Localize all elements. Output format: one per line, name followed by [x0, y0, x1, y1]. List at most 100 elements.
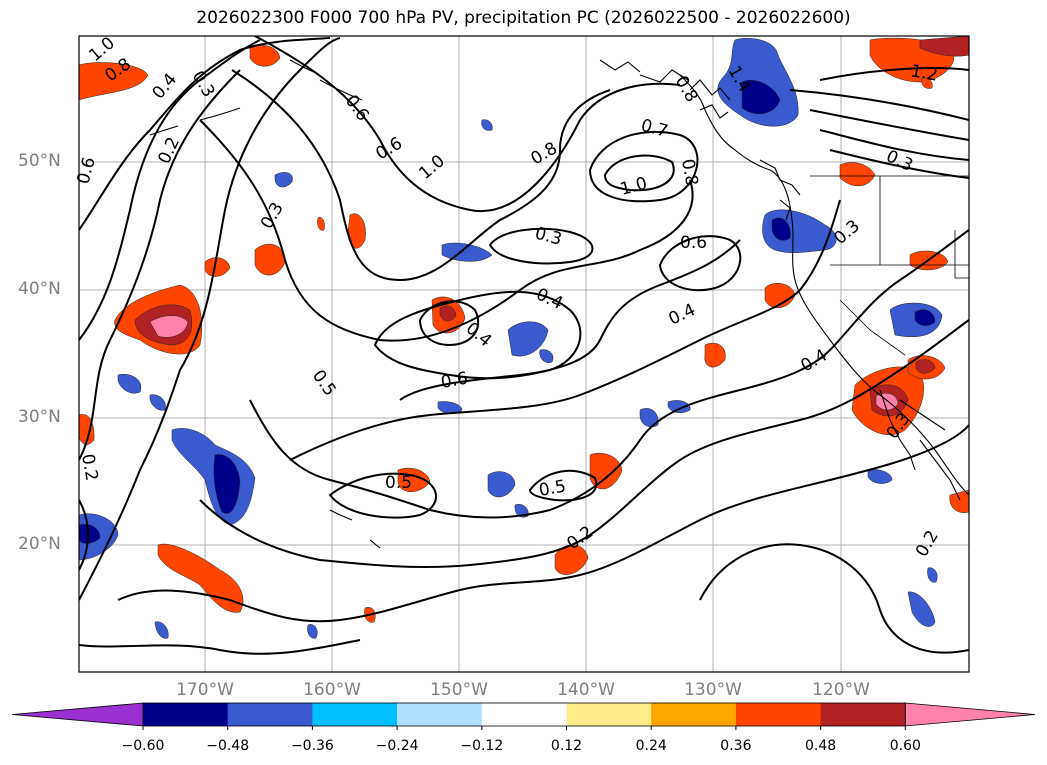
- precip-negative-area: [927, 567, 938, 583]
- colorbar-segment: [735, 703, 822, 726]
- precip-negative-area: [639, 408, 659, 428]
- borders: [810, 175, 969, 356]
- contour-label: 0.4: [533, 284, 566, 314]
- latitude-label: 20°N: [18, 534, 61, 554]
- colorbar-extend-high: [904, 702, 1036, 727]
- precip-negative-area: [307, 624, 318, 639]
- contour-label: 0.3: [533, 224, 564, 250]
- precip-negative-area: [867, 469, 893, 484]
- precip-positive-area: [249, 45, 281, 67]
- precip-positive-area: [704, 342, 726, 368]
- colorbar-tick-label: 0.60: [889, 738, 921, 754]
- precip-negative-area: [914, 309, 936, 326]
- contour-label: 1.2: [909, 61, 939, 85]
- precip-negative-area: [907, 591, 936, 627]
- precip-positive-area: [317, 217, 325, 231]
- contour-label: 0.7: [639, 116, 670, 142]
- contour-label: 0.3: [188, 68, 219, 101]
- precip-negative-area: [79, 524, 101, 544]
- longitude-label: 140°W: [557, 680, 615, 700]
- contour-label: 0.2: [77, 452, 101, 482]
- colorbar-tick-label: −0.24: [375, 738, 419, 754]
- precip-negative-area: [117, 374, 142, 394]
- precip-positive-area: [921, 77, 933, 89]
- longitude-label: 130°W: [684, 680, 742, 700]
- precip-positive-area: [204, 257, 231, 277]
- map-title: 2026022300 F000 700 hPa PV, precipitatio…: [196, 8, 851, 28]
- precip-positive-area: [79, 62, 149, 101]
- colorbar-tick-label: −0.36: [290, 738, 334, 754]
- contour-label: 1.0: [415, 151, 449, 184]
- contour-label: 0.4: [149, 70, 182, 104]
- pv-contours: [79, 36, 969, 655]
- colorbar-segment: [312, 703, 398, 726]
- precip-negative-area: [171, 428, 256, 526]
- precip-negative-area: [507, 321, 549, 357]
- contour-label: 0.5: [385, 473, 412, 493]
- precip-negative-area: [481, 119, 493, 131]
- colorbar-tick-label: −0.60: [121, 738, 165, 754]
- contour-label: 0.5: [308, 366, 340, 400]
- contour-label: 0.3: [257, 199, 288, 232]
- precip-positive-area: [915, 359, 936, 374]
- latitude-label: 40°N: [18, 279, 61, 299]
- contour-label: 0.2: [912, 527, 943, 560]
- contour-label: 0.6: [439, 369, 469, 393]
- colorbar-segment: [397, 703, 483, 726]
- precip-shading: [79, 36, 969, 639]
- contour-label: 0.8: [677, 157, 701, 187]
- contour-label: 0.6: [74, 155, 100, 186]
- precip-positive-area: [439, 305, 457, 322]
- coastlines: [149, 59, 969, 549]
- precip-positive-area: [589, 452, 623, 489]
- precip-positive-area: [149, 315, 189, 338]
- colorbar-outline: [142, 702, 906, 727]
- colorbar-tick-label: 0.12: [550, 738, 583, 754]
- precip-negative-area: [213, 454, 241, 514]
- colorbar-tick-label: 0.48: [805, 738, 837, 754]
- precip-negative-area: [154, 621, 169, 639]
- longitude-label: 150°W: [430, 680, 488, 700]
- colorbar: [11, 702, 1036, 730]
- latitude-label: 30°N: [18, 407, 61, 427]
- precip-negative-area: [149, 394, 166, 411]
- map-frame: [78, 35, 970, 673]
- contour-label: 0.6: [680, 233, 707, 253]
- colorbar-segment: [820, 703, 906, 726]
- colorbar-tick-label: −0.48: [206, 738, 250, 754]
- colorbar-segment: [566, 703, 652, 726]
- precip-positive-area: [839, 162, 876, 187]
- colorbar-tick-label: −0.12: [460, 738, 504, 754]
- contour-label: 0.8: [671, 73, 702, 106]
- precip-negative-area: [539, 349, 554, 363]
- precip-negative-area: [274, 172, 293, 188]
- precip-positive-area: [949, 489, 969, 513]
- precip-positive-area: [254, 243, 286, 276]
- precip-negative-area: [771, 217, 791, 241]
- precip-negative-area: [487, 471, 516, 498]
- contour-label: 0.6: [373, 133, 406, 164]
- contour-label: 0.5: [537, 477, 567, 501]
- contour-label: 1.0: [618, 174, 649, 200]
- longitude-label: 120°W: [812, 680, 870, 700]
- precip-negative-area: [667, 400, 691, 414]
- longitude-label: 160°W: [303, 680, 361, 700]
- precip-positive-area: [79, 414, 95, 445]
- precip-positive-area: [875, 393, 899, 411]
- latitude-label: 50°N: [18, 151, 61, 171]
- precip-positive-area: [347, 213, 366, 249]
- colorbar-segment: [481, 703, 567, 726]
- precip-negative-area: [437, 401, 463, 414]
- contour-label: 0.8: [528, 138, 561, 169]
- longitude-label: 170°W: [176, 680, 234, 700]
- precip-negative-area: [741, 80, 781, 115]
- colorbar-tick-label: 0.24: [635, 738, 667, 754]
- colorbar-segment: [227, 703, 313, 726]
- colorbar-extend-low: [11, 702, 144, 727]
- colorbar-segment: [143, 703, 229, 726]
- colorbar-segment: [651, 703, 737, 726]
- contour-label: 0.4: [666, 300, 699, 330]
- colorbar-tick-label: 0.36: [720, 738, 752, 754]
- precip-positive-area: [157, 543, 244, 613]
